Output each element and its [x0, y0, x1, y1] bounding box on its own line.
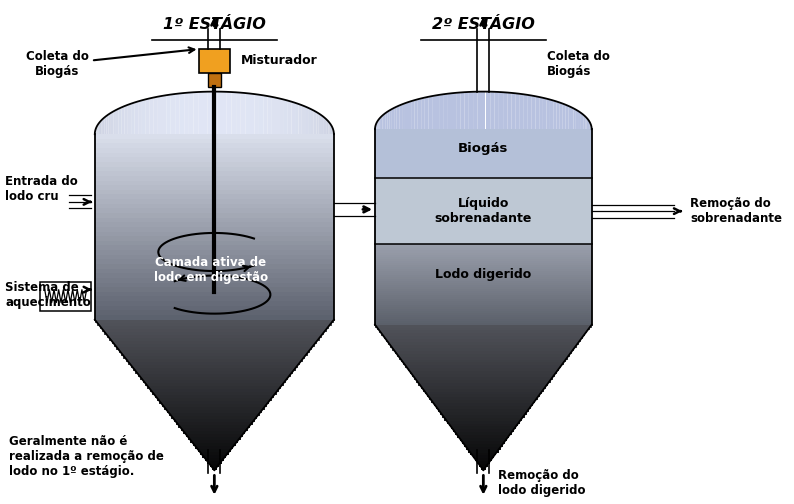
Text: Camada ativa de
lodo em digestão: Camada ativa de lodo em digestão [153, 256, 268, 284]
Text: Remoção do
lodo digerido: Remoção do lodo digerido [499, 469, 586, 496]
Text: Lodo digerido: Lodo digerido [435, 268, 531, 281]
Text: Remoção do
sobrenadante: Remoção do sobrenadante [690, 197, 782, 225]
Text: Coleta do
Biogás: Coleta do Biogás [26, 50, 89, 78]
Text: Sistema de
aquecimento: Sistema de aquecimento [5, 281, 91, 308]
FancyBboxPatch shape [198, 48, 230, 73]
FancyBboxPatch shape [40, 282, 91, 310]
Text: Misturador: Misturador [241, 54, 318, 67]
Text: 2º ESTÁGIO: 2º ESTÁGIO [432, 18, 535, 32]
Text: Geralmente não é
realizada a remoção de
lodo no 1º estágio.: Geralmente não é realizada a remoção de … [9, 435, 164, 478]
FancyBboxPatch shape [207, 73, 221, 87]
Text: 1º ESTÁGIO: 1º ESTÁGIO [163, 18, 266, 32]
Text: Biogás: Biogás [458, 142, 508, 155]
Text: Entrada do
lodo cru: Entrada do lodo cru [5, 175, 78, 203]
Text: Coleta do
Biogás: Coleta do Biogás [547, 50, 610, 78]
Text: Líquido
sobrenadante: Líquido sobrenadante [434, 197, 532, 225]
